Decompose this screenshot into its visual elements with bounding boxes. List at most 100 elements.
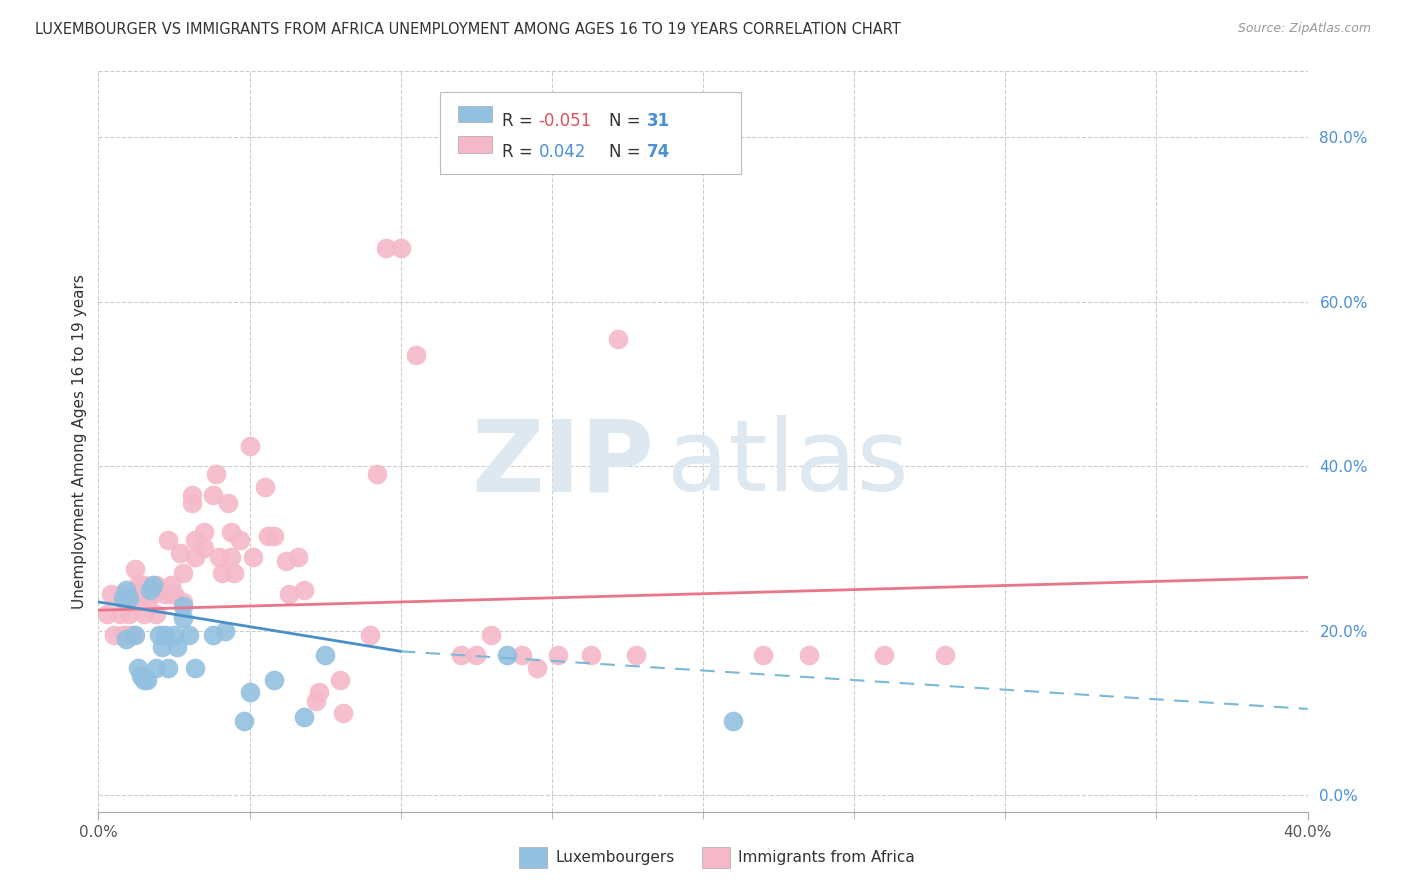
Text: 0.042: 0.042 xyxy=(538,143,586,161)
Point xyxy=(287,549,309,564)
Point xyxy=(292,710,315,724)
Text: ZIP: ZIP xyxy=(472,416,655,512)
Point xyxy=(184,549,207,564)
Text: R =: R = xyxy=(502,112,538,130)
Point xyxy=(181,488,204,502)
Point xyxy=(150,640,173,655)
Point xyxy=(208,549,231,564)
Point xyxy=(360,628,382,642)
Point xyxy=(129,595,152,609)
Point xyxy=(934,648,956,663)
Point xyxy=(179,628,201,642)
Point xyxy=(579,648,602,663)
Point xyxy=(142,578,165,592)
Point xyxy=(314,648,336,663)
Point xyxy=(274,554,297,568)
Point xyxy=(172,566,194,581)
Point xyxy=(103,628,125,642)
Point xyxy=(193,541,215,556)
Point xyxy=(145,661,167,675)
Point xyxy=(797,648,820,663)
Point xyxy=(193,524,215,539)
Point xyxy=(329,673,352,687)
Point xyxy=(100,587,122,601)
Text: N =: N = xyxy=(609,143,645,161)
Text: Source: ZipAtlas.com: Source: ZipAtlas.com xyxy=(1237,22,1371,36)
Point xyxy=(547,648,569,663)
Point xyxy=(232,714,254,729)
Point xyxy=(142,587,165,601)
Point xyxy=(263,673,285,687)
Point xyxy=(156,661,179,675)
Point xyxy=(114,628,136,642)
Point xyxy=(465,648,488,663)
Point xyxy=(214,624,236,638)
Text: R =: R = xyxy=(502,143,538,161)
Point xyxy=(256,529,278,543)
Point xyxy=(145,578,167,592)
Point xyxy=(181,496,204,510)
Point xyxy=(217,496,239,510)
Point xyxy=(132,578,155,592)
Point xyxy=(111,591,134,605)
Point xyxy=(526,661,548,675)
Point xyxy=(405,348,427,362)
Point xyxy=(221,549,243,564)
Text: 74: 74 xyxy=(647,143,671,161)
Point xyxy=(135,595,157,609)
Point xyxy=(132,673,155,687)
Point xyxy=(156,533,179,548)
Point xyxy=(277,587,299,601)
Point xyxy=(202,488,225,502)
Text: Immigrants from Africa: Immigrants from Africa xyxy=(738,850,915,864)
Text: N =: N = xyxy=(609,112,645,130)
Point xyxy=(124,628,146,642)
Text: LUXEMBOURGER VS IMMIGRANTS FROM AFRICA UNEMPLOYMENT AMONG AGES 16 TO 19 YEARS CO: LUXEMBOURGER VS IMMIGRANTS FROM AFRICA U… xyxy=(35,22,901,37)
Point xyxy=(873,648,896,663)
Point xyxy=(366,467,388,482)
Point xyxy=(172,611,194,625)
Point xyxy=(332,706,354,720)
Point xyxy=(242,549,264,564)
Point xyxy=(450,648,472,663)
Point xyxy=(153,628,176,642)
Point xyxy=(127,578,149,592)
Point xyxy=(139,582,162,597)
Point xyxy=(163,587,186,601)
Point xyxy=(118,591,141,605)
Point xyxy=(127,661,149,675)
Point xyxy=(495,648,517,663)
Point xyxy=(169,546,191,560)
Point xyxy=(166,640,188,655)
Point xyxy=(184,661,207,675)
Text: 31: 31 xyxy=(647,112,669,130)
Point xyxy=(374,241,396,255)
Point xyxy=(481,628,503,642)
Point xyxy=(111,628,134,642)
Point xyxy=(114,595,136,609)
Point xyxy=(184,533,207,548)
Point xyxy=(121,628,143,642)
Point xyxy=(153,587,176,601)
Point xyxy=(229,533,252,548)
Point xyxy=(108,607,131,622)
Point xyxy=(124,562,146,576)
Point xyxy=(224,566,246,581)
Point xyxy=(253,480,276,494)
Point xyxy=(124,587,146,601)
Point xyxy=(308,685,330,699)
Point xyxy=(160,578,183,592)
Point xyxy=(160,587,183,601)
Point xyxy=(221,524,243,539)
Point xyxy=(145,607,167,622)
Point xyxy=(163,628,186,642)
Point xyxy=(148,628,170,642)
Point xyxy=(96,607,118,622)
Y-axis label: Unemployment Among Ages 16 to 19 years: Unemployment Among Ages 16 to 19 years xyxy=(72,274,87,609)
Point xyxy=(752,648,775,663)
Point xyxy=(135,673,157,687)
Point xyxy=(114,632,136,646)
Point xyxy=(172,599,194,613)
Point xyxy=(111,587,134,601)
Point xyxy=(202,628,225,642)
